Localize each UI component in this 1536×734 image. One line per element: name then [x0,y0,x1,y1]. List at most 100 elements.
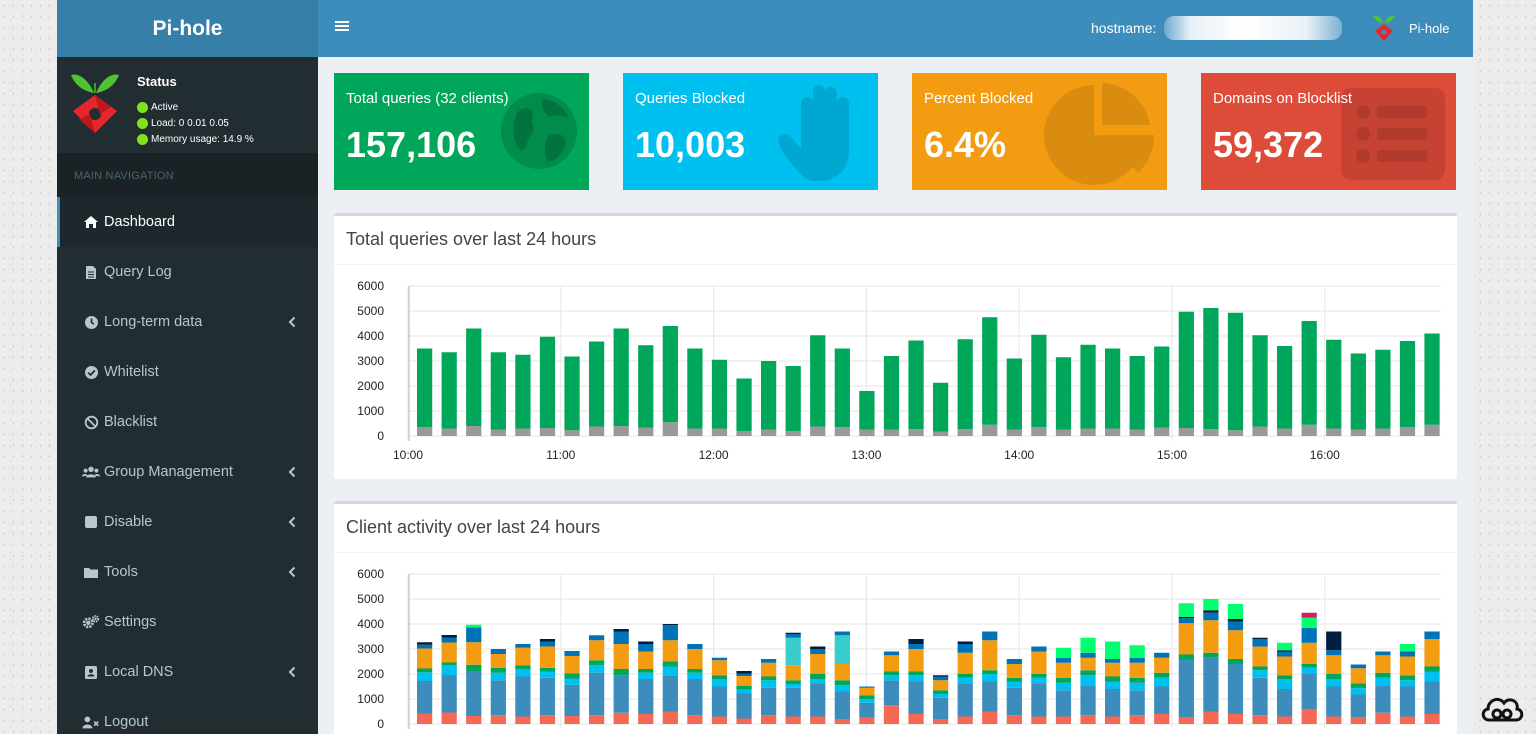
chart-bar-segment[interactable] [1301,709,1317,724]
chart-bar-segment[interactable] [933,676,949,681]
chart-bar-segment[interactable] [466,716,482,724]
chart-bar-segment[interactable] [1178,618,1194,624]
chart-bar-segment[interactable] [417,644,433,649]
chart-bar-segment[interactable] [1080,344,1096,429]
chart-bar-segment[interactable] [1178,623,1194,655]
chart-bar-segment[interactable] [1301,627,1317,643]
chart-bar-segment[interactable] [785,431,801,436]
menu-item-disable[interactable]: Disable [57,497,318,547]
chart-bar-segment[interactable] [1031,684,1047,717]
chart-bar-segment[interactable] [785,632,801,634]
chart-bar-segment[interactable] [810,684,826,717]
chart-bar-segment[interactable] [1105,659,1121,663]
stat-box-percent-blocked[interactable]: Percent Blocked 6.4% [912,73,1167,190]
chart-bar-segment[interactable] [883,680,900,706]
chart-bar-segment[interactable] [957,652,973,674]
chart-bar-segment[interactable] [1301,674,1317,709]
chart-bar-segment[interactable] [564,716,580,724]
chart-bar-segment[interactable] [466,642,482,665]
menu-item-group-management[interactable]: Group Management [57,447,318,497]
chart-bar-segment[interactable] [834,348,850,428]
chart-bar-segment[interactable] [1006,677,1022,682]
chart-bar-segment[interactable] [1203,599,1219,611]
chart-bar-segment[interactable] [490,429,506,436]
chart-bar-segment[interactable] [1227,312,1244,431]
chart-bar-segment[interactable] [1301,424,1317,436]
chart-bar-segment[interactable] [1301,612,1317,618]
chart-bar-segment[interactable] [1154,714,1170,724]
chart-bar-segment[interactable] [810,335,826,427]
chart-bar-segment[interactable] [441,675,457,713]
chart-bar-segment[interactable] [1277,651,1293,657]
chart-bar-segment[interactable] [1055,357,1072,430]
chart-bar-segment[interactable] [761,361,777,430]
chart-bar-segment[interactable] [662,326,678,423]
chart-bar-segment[interactable] [1178,654,1194,660]
chart-bar-segment[interactable] [982,631,998,641]
chart-bar-segment[interactable] [908,714,924,724]
chart-bar-segment[interactable] [834,635,850,664]
menu-item-local-dns[interactable]: Local DNS [57,647,318,697]
chart-bar-segment[interactable] [539,428,556,436]
chart-bar-segment[interactable] [1424,714,1440,724]
chart-bar-segment[interactable] [1154,686,1170,715]
chart-bar-segment[interactable] [1301,617,1317,628]
chart-bar-segment[interactable] [1350,688,1366,695]
user-menu[interactable]: Pi-hole [1409,21,1450,36]
chart-bar-segment[interactable] [539,715,556,724]
chart-bar-segment[interactable] [1129,645,1145,658]
chart-bar-segment[interactable] [1203,652,1219,658]
chart-bar-segment[interactable] [761,662,777,677]
chart-bar-segment[interactable] [736,718,752,725]
chart-bar-segment[interactable] [1055,716,1072,725]
chart-bar-segment[interactable] [1252,639,1268,647]
chart-bar-segment[interactable] [638,679,654,714]
chart-bar-segment[interactable] [1203,308,1219,430]
chart-bar-segment[interactable] [515,644,531,648]
chart-bar-segment[interactable] [834,691,850,720]
chart-bar-segment[interactable] [589,715,605,724]
chart-bar-segment[interactable] [834,631,850,636]
chart-bar-segment[interactable] [883,651,900,656]
chart-bar-segment[interactable] [441,635,457,638]
chart-bar-segment[interactable] [417,642,433,645]
chart-bar-segment[interactable] [1105,689,1121,717]
chart-bar-segment[interactable] [1301,664,1317,668]
chart-bar-segment[interactable] [638,644,654,652]
chart-bar-segment[interactable] [834,680,850,686]
chart-bar-segment[interactable] [883,429,900,436]
chart-bar-segment[interactable] [490,715,506,724]
chart-bar-segment[interactable] [1203,610,1219,613]
chart-bar-segment[interactable] [1227,604,1244,619]
chart-bar-segment[interactable] [810,716,826,725]
chart-bar-segment[interactable] [589,672,605,716]
chart-bar-segment[interactable] [1424,666,1440,672]
chart-bar-segment[interactable] [539,641,556,647]
chart-bar-segment[interactable] [982,317,998,425]
chart-bar-segment[interactable] [1227,619,1244,622]
chart-bar-segment[interactable] [736,676,752,686]
chart-bar-segment[interactable] [736,689,752,694]
chart-bar-segment[interactable] [638,672,654,679]
hamburger-menu-icon[interactable] [334,19,350,33]
menu-item-whitelist[interactable]: Whitelist [57,347,318,397]
chart-bar-segment[interactable] [982,674,998,682]
chart-bar-segment[interactable] [1129,682,1145,691]
chart-bar-segment[interactable] [834,427,850,436]
chart-bar-segment[interactable] [908,675,924,682]
chart-bar-segment[interactable] [1178,617,1194,619]
chart-bar-segment[interactable] [589,341,605,427]
chart-bar-segment[interactable] [589,640,605,661]
chart-bar-segment[interactable] [933,382,949,432]
chart-bar-segment[interactable] [662,711,678,725]
chart-bar-segment[interactable] [908,429,924,436]
chart-bar-segment[interactable] [1252,715,1268,724]
chart-bar-segment[interactable] [417,648,433,669]
chart-bar-segment[interactable] [1055,662,1072,678]
chart-bar-segment[interactable] [515,665,531,669]
chart-bar-segment[interactable] [1399,427,1416,436]
chart-bar-segment[interactable] [1006,687,1022,716]
chart-bar-segment[interactable] [1375,428,1391,437]
chart-bar-segment[interactable] [761,429,777,436]
raspberry-pi-small-logo[interactable] [1372,14,1396,44]
